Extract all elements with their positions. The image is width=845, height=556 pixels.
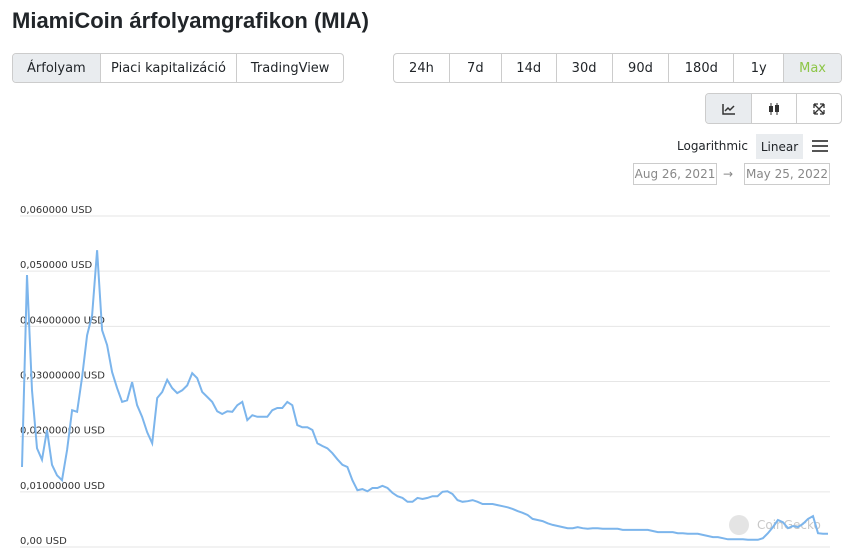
candle-view-button[interactable] [751,94,795,123]
range-button[interactable]: Max [783,54,841,82]
tab[interactable]: Piaci kapitalizáció [99,54,237,82]
line-view-button[interactable] [706,94,752,123]
line-icon [721,103,735,115]
page-title: MiamiCoin árfolyamgrafikon (MIA) [12,8,369,33]
range-button[interactable]: 7d [448,54,501,82]
range-group: 24h 7d 14d 30d 90d 180d 1y Max [393,53,842,83]
candle-icon [768,102,779,115]
y-tick-label: 0,050000 USD [20,260,93,271]
view-group [705,93,842,124]
tab[interactable]: TradingView [236,54,343,82]
watermark-icon [729,515,749,535]
date-from[interactable]: Aug 26, 2021 [633,163,717,185]
watermark-text: CoinGecko [757,518,821,532]
range-button[interactable]: 180d [668,54,733,82]
tab-group: Árfolyam Piaci kapitalizáció TradingView [12,53,344,83]
range-button[interactable]: 30d [555,54,612,82]
menu-icon[interactable] [811,139,829,153]
y-tick-label: 0,00 USD [20,536,67,547]
y-tick-label: 0,060000 USD [20,205,93,216]
date-arrow: → [723,167,734,181]
y-tick-label: 0,03000000 USD [20,371,105,382]
range-button[interactable]: 90d [611,54,669,82]
fullscreen-button[interactable] [795,94,841,123]
y-tick-label: 0,02000000 USD [20,426,105,437]
y-tick-label: 0,04000000 USD [20,315,105,326]
linear-option[interactable]: Linear [756,134,803,159]
range-button[interactable]: 14d [500,54,556,82]
price-line [21,250,828,541]
expand-icon [813,102,825,115]
log-option[interactable]: Logarithmic [677,139,748,153]
range-button[interactable]: 1y [733,54,783,82]
date-to[interactable]: May 25, 2022 [744,163,830,185]
range-button[interactable]: 24h [409,60,434,76]
tab[interactable]: Árfolyam [13,54,100,82]
y-tick-label: 0,01000000 USD [20,481,105,492]
